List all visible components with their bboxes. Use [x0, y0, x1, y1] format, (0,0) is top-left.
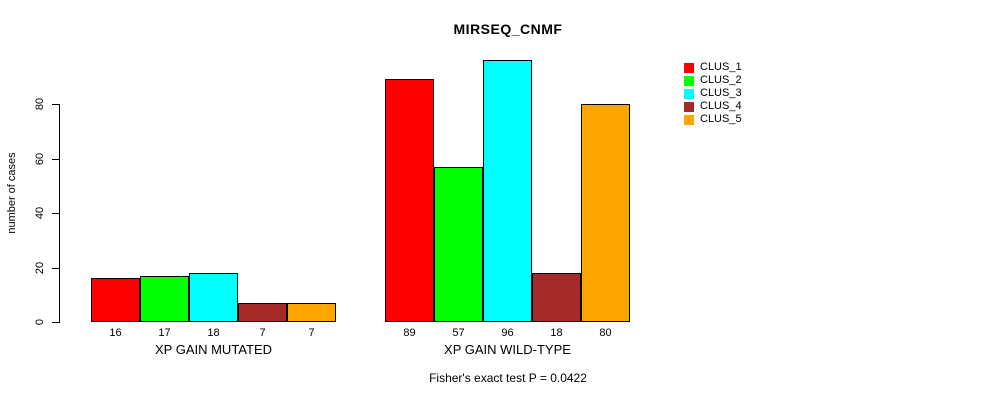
footnote-fishers-test: Fisher's exact test P = 0.0422 — [429, 371, 587, 385]
bar-clus_5 — [581, 104, 630, 322]
bar-value-label: 17 — [158, 327, 171, 339]
legend-swatch-icon — [684, 88, 694, 99]
bar-value-label: 96 — [501, 327, 514, 339]
y-axis-tick-label: 80 — [34, 97, 46, 111]
legend-label: CLUS_4 — [700, 100, 742, 112]
group-label: XP GAIN WILD-TYPE — [444, 342, 571, 357]
bar-clus_5 — [287, 303, 336, 322]
chart-title: MIRSEQ_CNMF — [453, 21, 563, 37]
y-axis-line — [59, 104, 60, 323]
legend-row-clus_1: CLUS_1 — [684, 61, 742, 74]
bar-value-label: 89 — [403, 327, 416, 339]
y-axis-tick — [52, 213, 59, 214]
y-axis-tick — [52, 104, 59, 105]
legend-label: CLUS_2 — [700, 74, 742, 86]
legend-row-clus_5: CLUS_5 — [684, 113, 742, 126]
legend-row-clus_3: CLUS_3 — [684, 87, 742, 100]
legend-swatch-icon — [684, 101, 694, 112]
legend-swatch-icon — [684, 62, 694, 73]
bar-clus_3 — [483, 60, 532, 322]
group-label: XP GAIN MUTATED — [154, 342, 272, 357]
bar-clus_1 — [91, 278, 140, 322]
bar-clus_2 — [140, 276, 189, 322]
bar-value-label: 16 — [109, 327, 122, 339]
bar-clus_3 — [189, 273, 238, 322]
bar-value-label: 7 — [308, 327, 315, 339]
y-axis-tick — [52, 268, 59, 269]
y-axis-tick — [52, 322, 59, 323]
bar-value-label: 80 — [599, 327, 612, 339]
bar-clus_1 — [385, 79, 434, 322]
legend: CLUS_1 CLUS_2 CLUS_3 CLUS_4 CLUS_5 — [684, 61, 742, 126]
legend-swatch-icon — [684, 114, 694, 125]
bar-value-label: 18 — [207, 327, 220, 339]
legend-label: CLUS_5 — [700, 113, 742, 125]
y-axis-tick-label: 40 — [34, 206, 46, 220]
bar-clus_4 — [238, 303, 287, 322]
legend-row-clus_4: CLUS_4 — [684, 100, 742, 113]
y-axis-tick-label: 60 — [34, 152, 46, 166]
y-axis-title: number of cases — [6, 152, 18, 234]
y-axis-tick-label: 0 — [34, 318, 46, 326]
bar-clus_4 — [532, 273, 581, 322]
y-axis-tick-label: 20 — [34, 261, 46, 275]
y-axis-tick — [52, 159, 59, 160]
legend-label: CLUS_1 — [700, 61, 742, 73]
legend-label: CLUS_3 — [700, 87, 742, 99]
legend-row-clus_2: CLUS_2 — [684, 74, 742, 87]
bar-clus_2 — [434, 167, 483, 322]
bar-value-label: 57 — [452, 327, 465, 339]
legend-swatch-icon — [684, 75, 694, 86]
bar-value-label: 18 — [550, 327, 563, 339]
bar-value-label: 7 — [259, 327, 266, 339]
